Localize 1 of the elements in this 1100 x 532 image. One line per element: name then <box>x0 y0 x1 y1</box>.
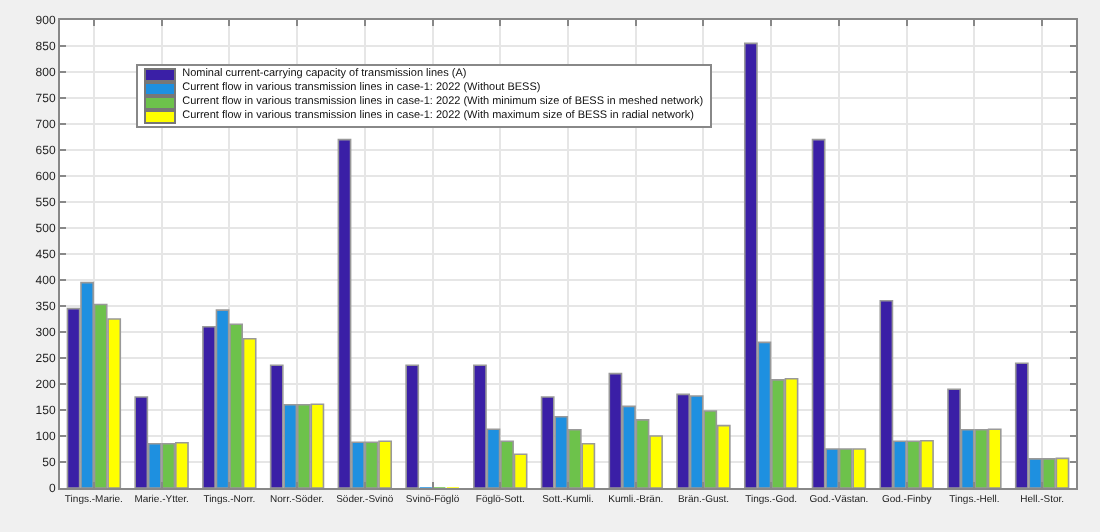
bar <box>405 364 420 488</box>
